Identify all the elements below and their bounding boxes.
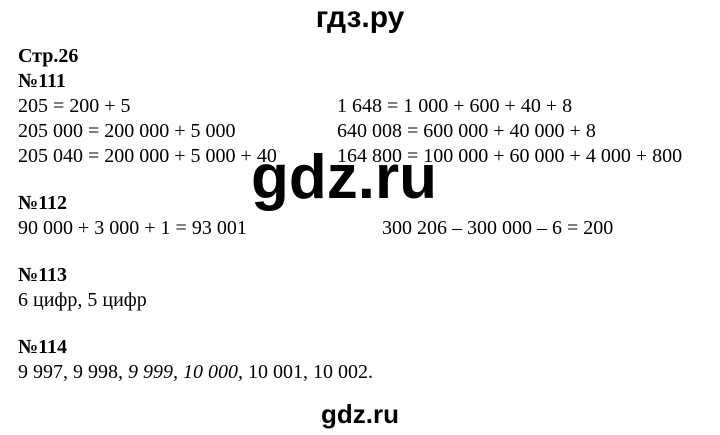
problem-111-number: №111 <box>18 70 66 92</box>
problem-111-equations: 205 = 200 + 5 1 648 = 1 000 + 600 + 40 +… <box>18 94 710 169</box>
equation: 90 000 + 3 000 + 1 = 93 001 <box>18 217 247 239</box>
problem-113: №113 6 цифр, 5 цифр <box>18 263 710 313</box>
watermark-text: gdz.ru <box>251 143 437 212</box>
problem-112-number: №112 <box>18 192 67 214</box>
problem-112-equations: 90 000 + 3 000 + 1 = 93 001 300 206 – 30… <box>18 216 710 241</box>
answer-part-regular: 9 997, 9 998, <box>18 361 128 383</box>
equation: 1 648 = 1 000 + 600 + 40 + 8 <box>337 95 573 117</box>
problem-111: №111 205 = 200 + 5 1 648 = 1 000 + 600 +… <box>18 69 710 169</box>
problem-113-answer: 6 цифр, 5 цифр <box>18 289 147 311</box>
equation: 300 206 – 300 000 – 6 = 200 <box>382 217 614 239</box>
equation: 205 040 = 200 000 + 5 000 + 40 <box>18 145 277 167</box>
equation: 205 000 = 200 000 + 5 000 <box>18 120 236 142</box>
problem-114: №114 9 997, 9 998, 9 999, 10 000, 10 001… <box>18 335 710 385</box>
answer-part-regular: , 10 001, 10 002. <box>238 361 373 383</box>
equation: 205 = 200 + 5 <box>18 95 131 117</box>
problem-113-number: №113 <box>18 264 67 286</box>
page-label: Стр.26 <box>18 45 79 67</box>
equation: 640 008 = 600 000 + 40 000 + 8 <box>337 120 596 142</box>
problem-112: №112 90 000 + 3 000 + 1 = 93 001 300 206… <box>18 191 710 241</box>
solutions-content: Стр.26 №111 205 = 200 + 5 1 648 = 1 000 … <box>18 44 710 385</box>
site-footer-brand: gdz.ru <box>321 399 399 429</box>
problem-114-number: №114 <box>18 336 67 358</box>
problem-114-answer: 9 997, 9 998, 9 999, 10 000, 10 001, 10 … <box>18 360 710 385</box>
site-header-brand: гдз.ру <box>315 1 405 34</box>
equation: 164 800 = 100 000 + 60 000 + 4 000 + 800 <box>337 145 683 167</box>
answer-part-italic: 9 999, 10 000 <box>128 361 238 383</box>
